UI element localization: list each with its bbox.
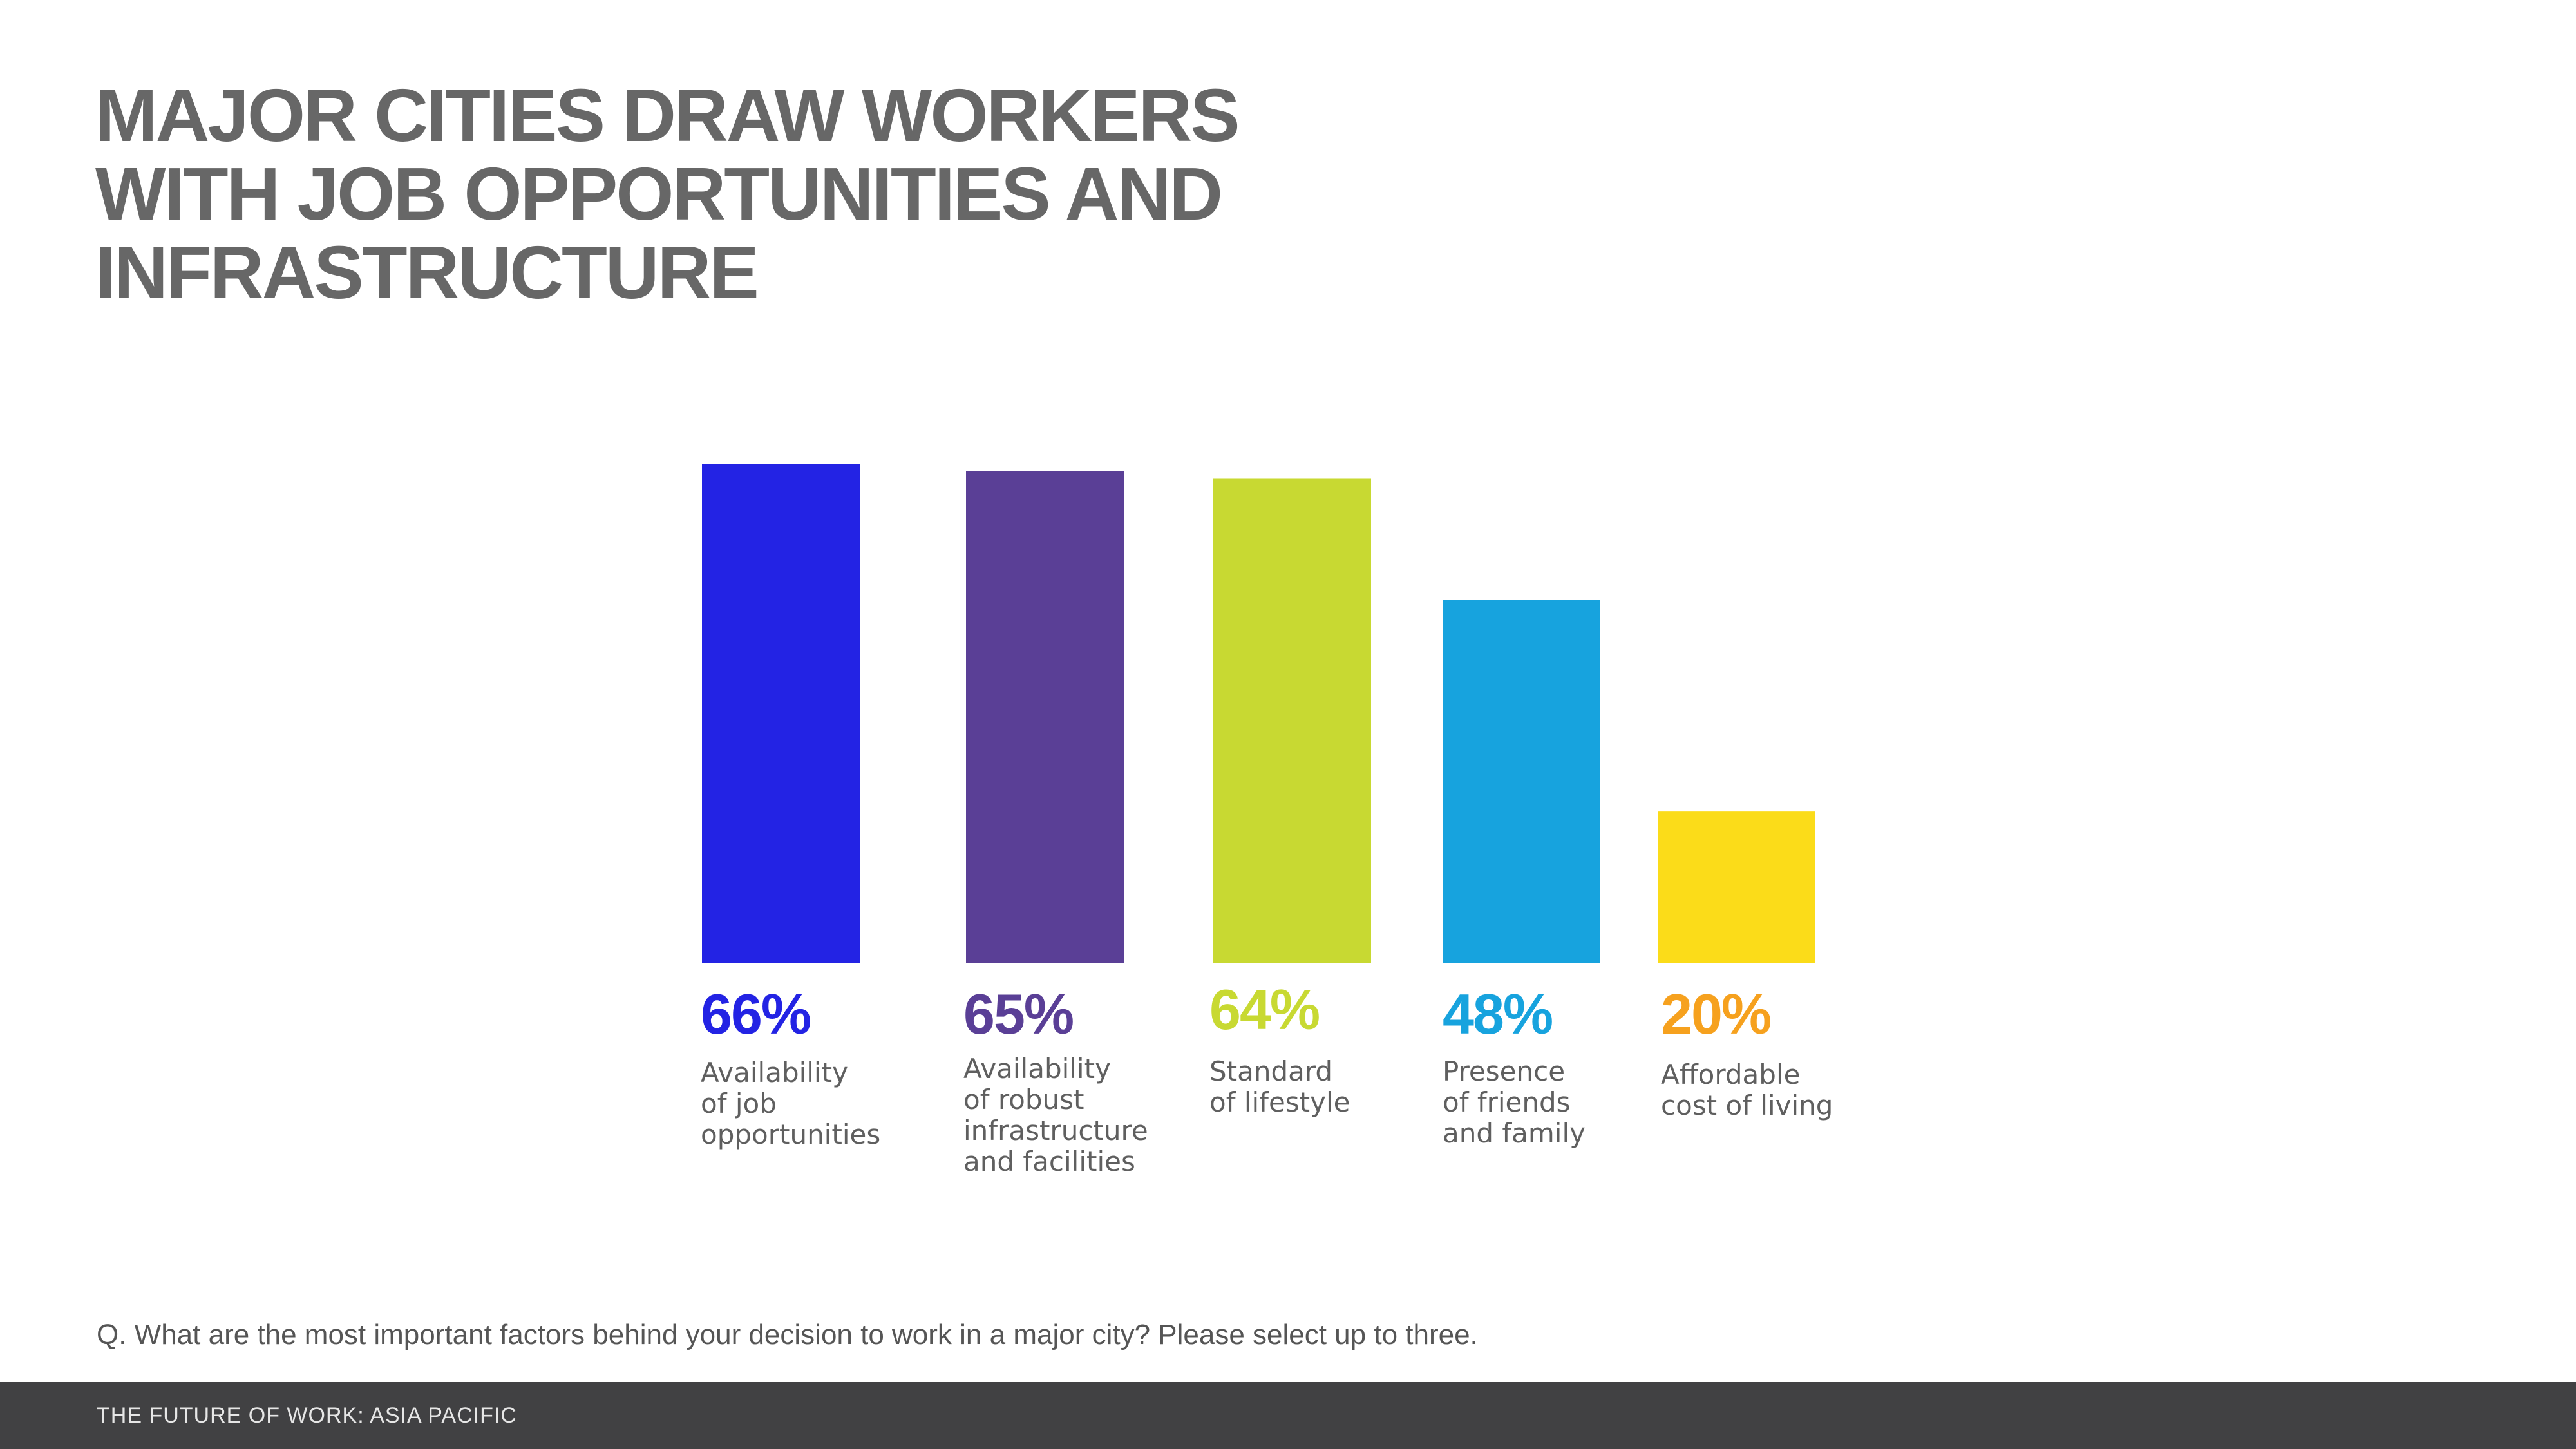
category-label-4: Presence of friends and family: [1443, 1056, 1586, 1149]
value-label-3: 64%: [1209, 978, 1319, 1041]
category-label-line: of robust: [963, 1084, 1084, 1115]
category-label-line: and family: [1443, 1117, 1586, 1149]
category-label-3: Standard of lifestyle: [1209, 1056, 1350, 1118]
page-title-line: MAJOR CITIES DRAW WORKERS: [95, 73, 1240, 157]
value-label-5: 20%: [1661, 982, 1770, 1046]
category-label-line: Availability: [963, 1053, 1111, 1084]
survey-question: Q. What are the most important factors b…: [97, 1319, 1478, 1350]
category-label-line: infrastructure: [963, 1115, 1148, 1146]
value-label-2: 65%: [963, 982, 1073, 1046]
category-label-1: Availability of job opportunities: [701, 1057, 880, 1150]
page-title-line: INFRASTRUCTURE: [95, 231, 759, 314]
page-title-line: WITH JOB OPPORTUNITIES AND: [95, 152, 1223, 236]
category-label-line: of job: [701, 1088, 777, 1119]
footer-bar: THE FUTURE OF WORK: ASIA PACIFIC: [0, 1382, 2576, 1449]
bar-5: [1658, 811, 1815, 963]
category-label-line: opportunities: [701, 1119, 880, 1150]
category-label-5: Affordable cost of living: [1661, 1059, 1833, 1121]
page-title: MAJOR CITIES DRAW WORKERS WITH JOB OPPOR…: [95, 76, 1383, 312]
category-label-line: of lifestyle: [1209, 1086, 1350, 1118]
category-label-line: Standard: [1209, 1056, 1332, 1087]
bar-3: [1213, 478, 1371, 963]
value-label-1: 66%: [701, 982, 810, 1046]
value-label-4: 48%: [1443, 982, 1552, 1046]
category-label-line: Presence: [1443, 1056, 1565, 1087]
category-label-line: of friends: [1443, 1086, 1571, 1118]
category-label-2: Availability of robust infrastructure and f…: [963, 1053, 1148, 1177]
bar-1: [702, 464, 860, 963]
bar-4: [1443, 600, 1600, 963]
category-label-line: cost of living: [1661, 1090, 1833, 1121]
category-label-line: Affordable: [1661, 1059, 1800, 1090]
footer-text: THE FUTURE OF WORK: ASIA PACIFIC: [97, 1403, 517, 1428]
bar-2: [966, 471, 1124, 963]
category-label-line: Availability: [701, 1057, 848, 1088]
category-label-line: and facilities: [963, 1146, 1135, 1177]
